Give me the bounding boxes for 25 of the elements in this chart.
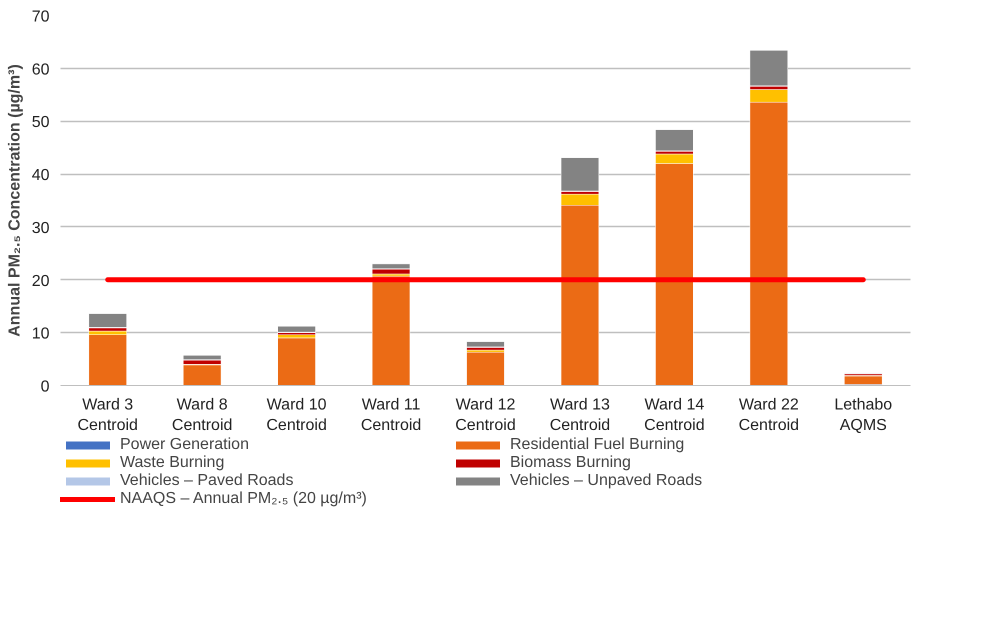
y-tick-label: 30 <box>32 220 50 237</box>
x-tick-label: Ward 11 Centroid <box>360 396 422 434</box>
legend-label: Biomass Burning <box>510 454 632 472</box>
y-tick-label: 50 <box>32 114 50 132</box>
x-tick-label: Ward 22 Centroid <box>738 396 800 434</box>
y-tick-label: 10 <box>32 326 50 343</box>
y-tick-label: 60 <box>32 61 50 78</box>
legend-label: Power Generation <box>120 436 250 454</box>
y-axis-title: Annual PM₂.₅ Concentration (µg/m³) <box>6 64 24 337</box>
y-tick-label: 40 <box>32 167 50 184</box>
legend-label: Vehicles – Unpaved Roads <box>510 472 704 490</box>
legend-label: Residential Fuel Burning <box>510 436 686 454</box>
y-tick-label: 20 <box>32 272 50 290</box>
y-tick-label: 70 <box>32 8 50 26</box>
x-tick-label: Lethabo AQMS <box>834 396 892 434</box>
legend-label: Waste Burning <box>120 454 226 472</box>
x-tick-label: Ward 3 Centroid <box>77 396 138 434</box>
x-tick-label: Ward 12 Centroid <box>455 396 516 434</box>
legend-label: NAAQS – Annual PM₂.₅ (20 µg/m³) <box>120 490 368 508</box>
x-tick-label: Ward 13 Centroid <box>550 396 610 434</box>
x-tick-label: Ward 10 Centroid <box>266 396 327 434</box>
x-tick-label: Ward 14 Centroid <box>644 396 705 434</box>
y-tick-label: 0 <box>40 378 50 396</box>
x-tick-label: Ward 8 Centroid <box>172 396 232 434</box>
legend-label: Vehicles – Paved Roads <box>120 472 294 490</box>
